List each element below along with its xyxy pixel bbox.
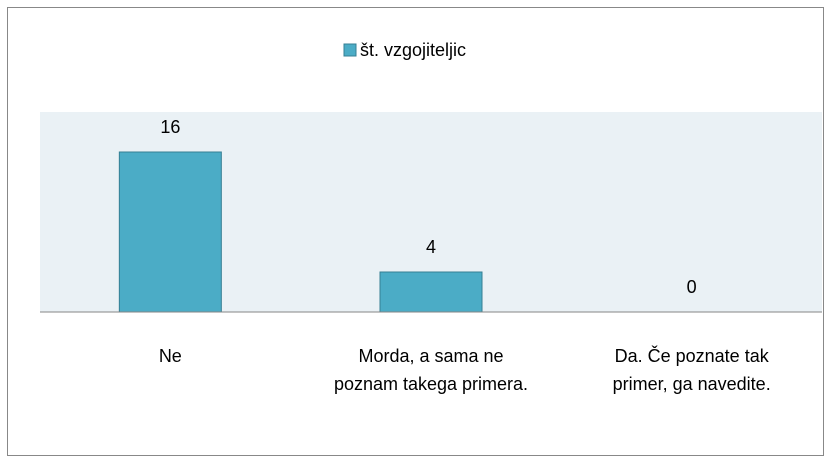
data-label: 16 — [160, 117, 180, 137]
bar — [118, 151, 222, 313]
x-tick-label: Ne — [158, 346, 182, 366]
data-label: 0 — [687, 277, 697, 297]
x-tick-label: Da. Če poznate tak primer, ga navedite. — [612, 346, 771, 394]
legend-label: št. vzgojiteljic — [360, 40, 466, 60]
data-label: 4 — [426, 237, 436, 257]
bar — [379, 271, 483, 313]
x-tick-label: Morda, a sama ne poznam takega primera. — [333, 346, 529, 394]
legend-swatch — [343, 43, 357, 57]
